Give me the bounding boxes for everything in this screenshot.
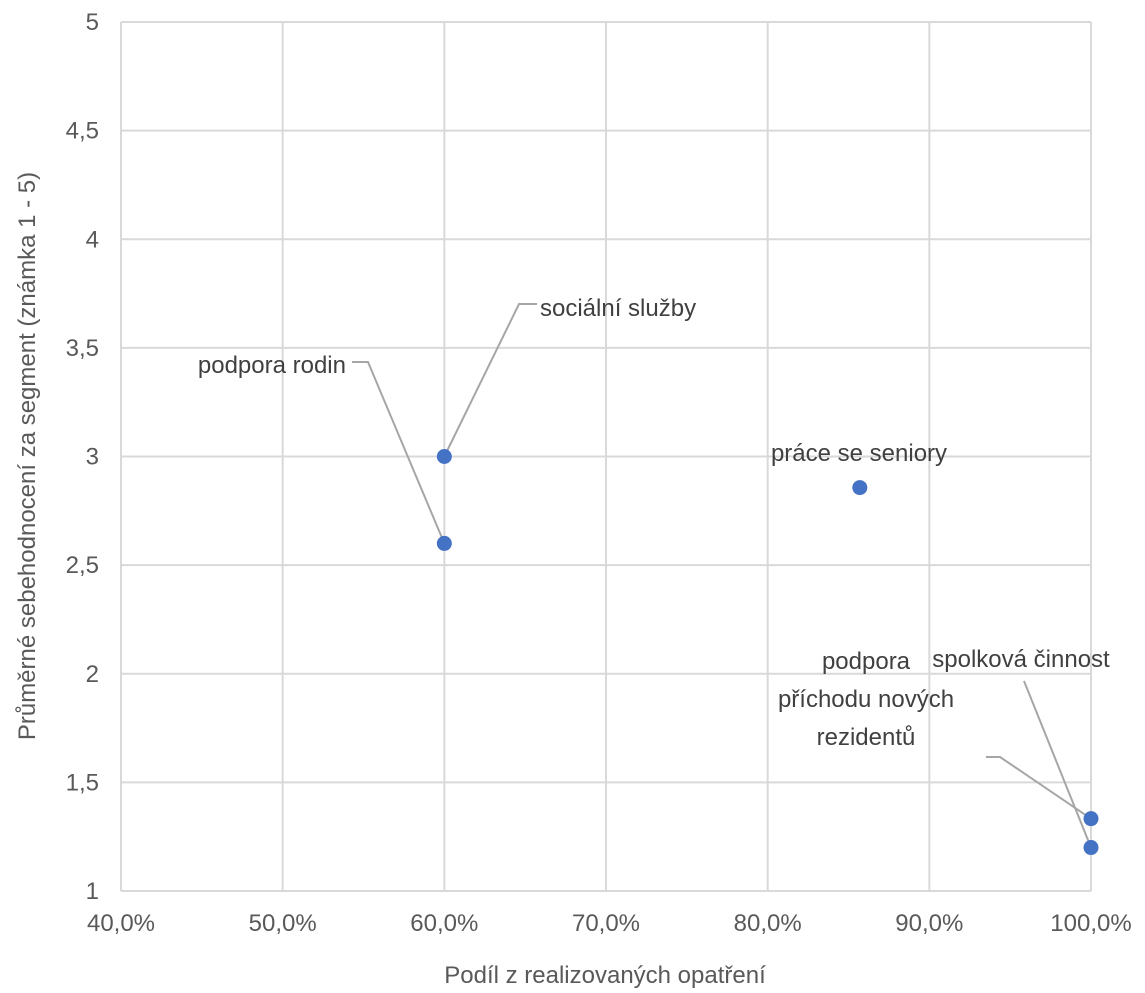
y-axis-title: Průměrné sebehodnocení za segment (známk… — [14, 172, 41, 740]
data-point-label: práce se seniory — [771, 440, 947, 467]
x-tick-label: 70,0% — [572, 910, 640, 937]
data-point-label: sociální služby — [540, 295, 696, 322]
y-tick-label: 5 — [86, 9, 99, 36]
x-tick-label: 40,0% — [87, 910, 155, 937]
data-point — [436, 449, 452, 464]
y-tick-label: 2 — [86, 661, 99, 688]
x-tick-label: 50,0% — [249, 910, 317, 937]
x-tick-label: 60,0% — [410, 910, 478, 937]
data-point-label: podpora rodin — [198, 352, 346, 379]
x-tick-label: 100,0% — [1050, 910, 1131, 937]
x-axis-ticks: 40,0% 50,0% 60,0% 70,0% 80,0% 90,0% 100,0% — [87, 910, 1132, 937]
y-tick-label: 1 — [86, 878, 99, 905]
x-tick-label: 80,0% — [734, 910, 802, 937]
y-tick-label: 2,5 — [66, 552, 99, 579]
y-axis-ticks: 1 1,5 2 2,5 3 3,5 4 4,5 5 — [66, 9, 99, 905]
y-tick-label: 1,5 — [66, 769, 99, 796]
x-tick-label: 90,0% — [895, 910, 963, 937]
data-point — [852, 480, 868, 496]
leader-line — [352, 361, 446, 544]
y-tick-label: 4 — [86, 226, 99, 253]
data-point — [1083, 811, 1099, 827]
point-labels: sociální služby podpora rodin práce se sen… — [198, 295, 1110, 751]
data-point-label: podpora příchodu nových rezidentů — [778, 648, 954, 751]
grid-lines — [120, 21, 1092, 892]
data-point — [1083, 840, 1099, 856]
y-tick-label: 4,5 — [66, 118, 99, 145]
y-tick-label: 3 — [86, 444, 99, 471]
leader-lines — [352, 303, 1092, 848]
leader-line — [1023, 680, 1092, 848]
data-point-label: spolková činnost — [932, 646, 1110, 673]
y-tick-label: 3,5 — [66, 335, 99, 362]
x-axis-title: Podíl z realizovaných opatření — [444, 962, 766, 989]
leader-line — [443, 303, 537, 457]
leader-line — [986, 756, 1092, 820]
data-points — [436, 449, 1099, 856]
data-point — [436, 535, 452, 551]
